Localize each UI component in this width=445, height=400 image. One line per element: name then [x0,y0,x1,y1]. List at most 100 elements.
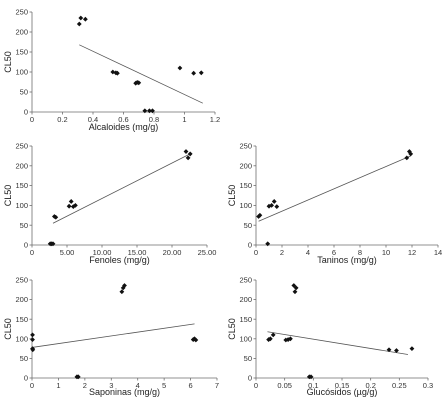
x-tick-label: 2 [280,248,284,257]
x-tick-label: 14 [434,248,442,257]
data-point [183,149,189,154]
data-point [122,283,127,288]
x-tick-label: 2 [83,381,87,390]
panel-saponinas: 0 1 2 3 4 5 6 7 0 50 100 150 200 250 Saponinas (mg/g) C… [3,276,219,397]
y-tick-label: 100 [239,334,252,343]
data-point [409,346,415,351]
data-point [198,70,204,76]
y-tick-label: 50 [244,221,252,230]
data-point [142,108,148,114]
x-tick-label: 5 [162,381,166,390]
y-tick-label: 0 [248,241,252,250]
x-tick-label: 0.4 [88,115,98,124]
x-axis-title: Alcaloides (mg/g) [89,122,159,132]
x-axis-title: Taninos (mg/g) [317,255,377,265]
y-tick-label: 200 [15,295,28,304]
data-point [119,289,125,295]
x-tick-label: 1.2 [210,115,220,124]
panel-taninos: 0 2 4 6 8 10 12 14 0 50 100 150 200 250 Taninos (mg/g)… [227,142,442,265]
data-point [136,80,142,86]
y-tick-label: 250 [15,8,28,17]
y-tick-label: 0 [24,241,28,250]
x-tick-label: 0.15 [335,381,350,390]
data-point [53,214,59,220]
y-tick-label: 150 [239,315,252,324]
x-tick-label: 25.00 [198,248,217,257]
x-tick-label: 0.05 [277,381,292,390]
x-axis-title: Fenoles (mg/g) [89,255,150,265]
y-tick-label: 0 [24,374,28,383]
x-tick-label: 0.8 [149,115,159,124]
data-point [266,203,272,209]
x-tick-label: 4 [136,381,140,390]
x-tick-label: 0 [254,381,258,390]
x-tick-label: 0.2 [57,115,67,124]
y-tick-label: 150 [239,181,252,190]
trend-line [31,323,195,348]
trend-line [258,155,411,222]
data-point [266,337,272,342]
y-tick-label: 100 [15,334,28,343]
data-point [269,203,274,208]
x-tick-label: 12 [408,248,416,257]
data-point [288,336,293,342]
data-point [73,203,78,208]
x-tick-label: 8 [358,248,362,257]
x-tick-label: 4 [306,248,310,257]
data-point [292,289,298,295]
y-tick-label: 100 [15,68,28,77]
y-tick-label: 250 [15,276,28,285]
data-point [293,285,299,291]
data-point [185,155,191,161]
y-tick-label: 200 [239,161,252,170]
y-tick-label: 250 [239,142,252,151]
y-tick-label: 100 [15,201,28,210]
x-tick-label: 0.1 [308,381,318,390]
trend-line [267,331,408,355]
x-tick-label: 15.00 [128,248,147,257]
y-tick-label: 150 [15,315,28,324]
data-point [50,241,56,247]
data-point [394,348,399,353]
x-tick-label: 7 [215,381,219,390]
y-tick-label: 0 [24,108,28,117]
x-tick-label: 0 [30,248,34,257]
data-point [76,21,82,27]
trend-line [79,44,203,104]
y-tick-label: 100 [239,201,252,210]
x-tick-label: 10 [382,248,390,257]
data-point [177,65,183,71]
x-axis-title: Glucósidos (µg/g) [307,387,378,397]
x-tick-label: 0.25 [392,381,407,390]
panel-alcaloides: 0 0.2 0.4 0.6 0.8 1 1.2 0 50 100 150 200 250 Alcaloid… [3,8,220,132]
data-point [267,336,273,342]
x-tick-label: 5.00 [60,248,75,257]
data-point [271,199,277,204]
x-tick-label: 10.00 [93,248,112,257]
y-tick-label: 250 [239,276,252,285]
x-tick-label: 1 [56,381,60,390]
data-point [308,374,314,380]
x-tick-label: 3 [109,381,113,390]
data-point [404,155,410,161]
x-tick-label: 0 [254,248,258,257]
data-point [30,337,35,342]
data-point [193,337,199,343]
data-point [30,332,35,338]
x-tick-label: 1 [182,115,186,124]
y-tick-label: 0 [248,374,252,383]
y-axis-title: CL50 [3,318,13,340]
panel-fenoles: 0 5.00 10.00 15.00 20.00 25.00 0 50 100 150 200 250… [3,142,216,265]
x-tick-label: 20.00 [163,248,182,257]
y-axis-title: CL50 [227,318,237,340]
data-point [191,70,197,76]
trend-line [52,152,192,224]
data-point [408,151,414,157]
y-tick-label: 250 [15,142,28,151]
y-tick-label: 50 [20,221,28,230]
data-point [274,204,280,209]
data-point [66,203,72,209]
x-axis-title: Saponinas (mg/g) [89,387,160,397]
x-tick-label: 0.3 [423,381,433,390]
